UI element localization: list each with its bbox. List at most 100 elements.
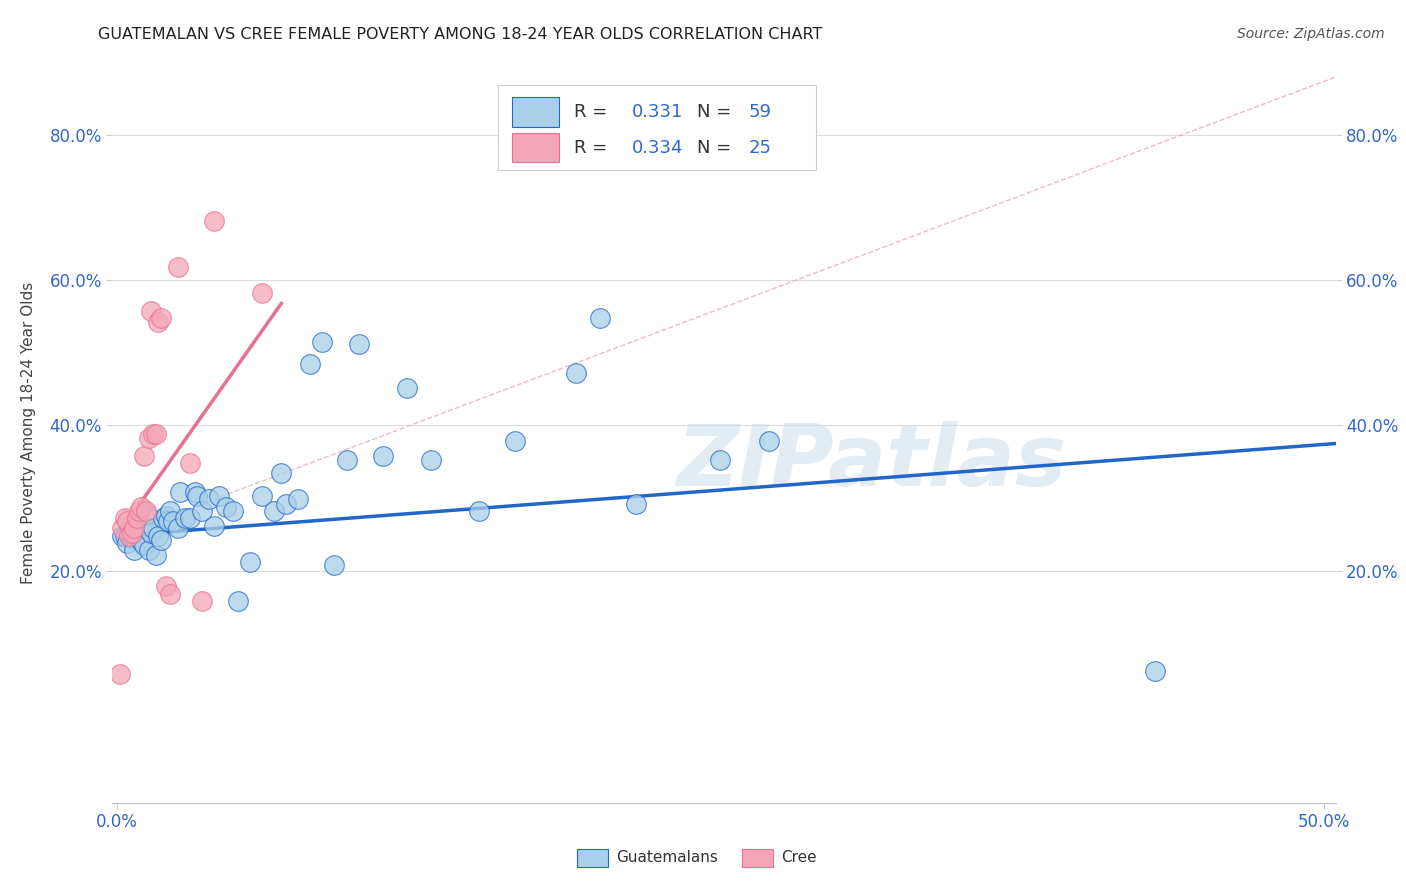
Point bbox=[202, 518, 225, 533]
Point bbox=[122, 525, 145, 540]
Point bbox=[468, 504, 491, 518]
Point bbox=[148, 529, 170, 543]
Point bbox=[132, 538, 155, 552]
Point bbox=[118, 529, 141, 543]
Point bbox=[276, 497, 298, 511]
Text: 59: 59 bbox=[748, 103, 772, 121]
Text: ZIPatlas: ZIPatlas bbox=[676, 421, 1066, 504]
Point bbox=[152, 511, 174, 525]
Text: Cree: Cree bbox=[782, 850, 817, 865]
Point bbox=[156, 514, 179, 528]
FancyBboxPatch shape bbox=[498, 85, 815, 169]
Text: 0.331: 0.331 bbox=[633, 103, 683, 121]
Point bbox=[287, 492, 309, 507]
Text: R =: R = bbox=[574, 138, 613, 157]
Point bbox=[226, 594, 249, 608]
Point bbox=[250, 490, 273, 504]
Point bbox=[347, 337, 370, 351]
Point bbox=[132, 449, 155, 463]
Point bbox=[179, 511, 201, 525]
Point bbox=[709, 453, 731, 467]
Point bbox=[208, 490, 231, 504]
Text: N =: N = bbox=[697, 103, 737, 121]
Point bbox=[128, 504, 150, 518]
Y-axis label: Female Poverty Among 18-24 Year Olds: Female Poverty Among 18-24 Year Olds bbox=[21, 282, 35, 583]
Point bbox=[159, 504, 181, 518]
FancyBboxPatch shape bbox=[512, 97, 560, 127]
Point bbox=[115, 536, 138, 550]
Point bbox=[239, 555, 262, 569]
Point bbox=[169, 485, 191, 500]
Point bbox=[395, 381, 418, 395]
Point bbox=[122, 543, 145, 558]
Point bbox=[505, 434, 527, 449]
Point bbox=[131, 521, 153, 535]
Point bbox=[135, 507, 157, 521]
Point bbox=[125, 529, 148, 543]
Point bbox=[186, 490, 208, 504]
Point bbox=[222, 504, 245, 518]
Point bbox=[190, 504, 212, 518]
Point bbox=[142, 427, 165, 442]
FancyBboxPatch shape bbox=[578, 848, 607, 867]
Point bbox=[135, 504, 157, 518]
Point bbox=[148, 315, 170, 329]
Text: 25: 25 bbox=[748, 138, 772, 157]
Text: 0.334: 0.334 bbox=[633, 138, 683, 157]
Text: Guatemalans: Guatemalans bbox=[616, 850, 718, 865]
Point bbox=[420, 453, 443, 467]
Point bbox=[145, 427, 167, 442]
Point bbox=[250, 286, 273, 301]
Point bbox=[122, 521, 145, 535]
Point bbox=[202, 213, 225, 227]
FancyBboxPatch shape bbox=[742, 848, 773, 867]
Point bbox=[159, 587, 181, 601]
Text: R =: R = bbox=[574, 103, 613, 121]
Point bbox=[139, 525, 162, 540]
FancyBboxPatch shape bbox=[512, 133, 560, 162]
Text: N =: N = bbox=[697, 138, 737, 157]
Point bbox=[323, 558, 346, 572]
Point bbox=[1143, 664, 1166, 678]
Point bbox=[371, 449, 394, 463]
Point bbox=[215, 500, 238, 514]
Point bbox=[564, 366, 586, 380]
Point bbox=[179, 456, 201, 470]
Point bbox=[138, 543, 160, 558]
Point bbox=[758, 434, 780, 449]
Point bbox=[108, 666, 131, 681]
Point bbox=[121, 525, 143, 540]
Point bbox=[121, 531, 143, 545]
Point bbox=[162, 514, 184, 528]
Text: GUATEMALAN VS CREE FEMALE POVERTY AMONG 18-24 YEAR OLDS CORRELATION CHART: GUATEMALAN VS CREE FEMALE POVERTY AMONG … bbox=[98, 27, 823, 42]
Point bbox=[111, 521, 134, 535]
Point bbox=[142, 521, 165, 535]
Point bbox=[183, 485, 205, 500]
Point bbox=[198, 492, 221, 507]
Point bbox=[145, 548, 167, 562]
Point bbox=[149, 533, 172, 547]
Point bbox=[111, 529, 134, 543]
Point bbox=[128, 521, 150, 535]
Point bbox=[149, 310, 172, 325]
Point bbox=[138, 432, 160, 446]
Point bbox=[114, 511, 136, 525]
Point bbox=[173, 511, 195, 525]
Point bbox=[270, 466, 292, 480]
Point bbox=[166, 521, 188, 535]
Point bbox=[131, 500, 153, 514]
Point bbox=[263, 504, 285, 518]
Point bbox=[139, 303, 162, 318]
Point bbox=[311, 334, 333, 349]
Text: Source: ZipAtlas.com: Source: ZipAtlas.com bbox=[1237, 27, 1385, 41]
Point bbox=[131, 534, 153, 549]
Point bbox=[118, 525, 141, 540]
Point bbox=[589, 310, 612, 325]
Point bbox=[115, 514, 138, 528]
Point bbox=[335, 453, 357, 467]
Point bbox=[114, 529, 136, 543]
Point bbox=[624, 497, 647, 511]
Point bbox=[125, 511, 148, 525]
Point bbox=[166, 260, 188, 274]
Point bbox=[155, 509, 177, 524]
